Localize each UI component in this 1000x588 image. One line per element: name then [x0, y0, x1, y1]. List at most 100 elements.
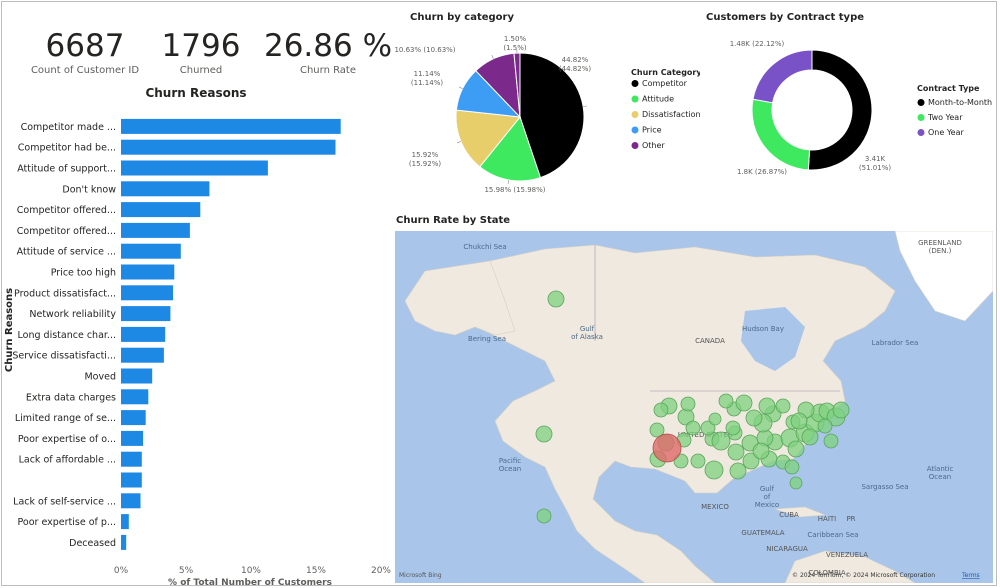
- bar[interactable]: [121, 264, 175, 280]
- bar[interactable]: [121, 285, 173, 301]
- state-bubble[interactable]: [775, 398, 791, 414]
- bar-category-label: Don't know: [62, 184, 116, 195]
- churn-category-pie-chart[interactable]: 44.82% (44.82%) 15.98% (15.98%) 15.92% (15.9…: [395, 24, 700, 204]
- bar-category-label: Competitor made ...: [21, 122, 116, 133]
- map-label-haiti: HAITI: [818, 515, 836, 523]
- state-bubble[interactable]: [789, 476, 803, 490]
- pie-slice[interactable]: [479, 115, 542, 182]
- state-bubble[interactable]: [704, 460, 724, 480]
- state-bubble[interactable]: [718, 393, 734, 409]
- bar-category-label: Price too high: [51, 268, 116, 279]
- donut-slice[interactable]: [751, 98, 811, 171]
- bar[interactable]: [121, 534, 127, 550]
- kpi-churned[interactable]: 1796 Churned: [136, 28, 266, 78]
- map-label-alaska-gulf: Gulf of Alaska: [571, 325, 603, 341]
- map-label-mexico: MEXICO: [701, 503, 729, 511]
- legend-item[interactable]: Two Year: [927, 113, 963, 122]
- contract-type-donut-chart[interactable]: 3.41K (51.01%) 1.8K (26.87%) 1.48K (22.12%)…: [700, 24, 996, 204]
- state-bubble[interactable]: [758, 397, 776, 415]
- state-bubble[interactable]: [649, 422, 665, 438]
- state-bubble[interactable]: [832, 401, 850, 419]
- legend-marker: [631, 111, 639, 118]
- bar-category-label: Poor expertise of p...: [18, 517, 116, 528]
- state-bubble-high-churn[interactable]: [652, 433, 682, 463]
- map-label-pacific: Pacific Ocean: [499, 457, 521, 473]
- pie-slice[interactable]: [455, 109, 521, 168]
- map-terms-link[interactable]: Terms: [961, 572, 980, 579]
- map-label-venezuela: VENEZUELA: [826, 551, 868, 559]
- legend-marker: [631, 126, 639, 134]
- legend-item[interactable]: Price: [642, 126, 662, 135]
- state-bubble[interactable]: [790, 412, 808, 430]
- legend-item[interactable]: Competitor: [642, 79, 688, 88]
- bar[interactable]: [121, 222, 190, 238]
- map-canvas[interactable]: GREENLAND (DEN.) CANADA UNITED STATES MEXICO…: [395, 231, 993, 583]
- churn-rate-map[interactable]: GREENLAND (DEN.) CANADA UNITED STATES MEXICO…: [395, 231, 993, 583]
- state-bubble[interactable]: [711, 431, 731, 451]
- state-bubble[interactable]: [547, 290, 565, 308]
- state-bubble[interactable]: [729, 462, 747, 480]
- bar[interactable]: [121, 347, 164, 363]
- state-bubble[interactable]: [787, 440, 805, 458]
- legend-item[interactable]: Attitude: [642, 95, 674, 104]
- state-bubble[interactable]: [708, 412, 722, 426]
- y-axis-label: Churn Reasons: [4, 288, 15, 372]
- legend-title: Contract Type: [917, 84, 980, 93]
- bar-category-label: Service dissatisfacti...: [12, 351, 116, 362]
- legend-item[interactable]: Month-to-Month: [928, 98, 992, 107]
- pie-data-label: 15.92% (15.92%): [409, 151, 441, 168]
- legend-item[interactable]: Dissatisfaction: [642, 110, 700, 119]
- bar-category-label: Competitor offered...: [17, 226, 116, 237]
- state-bubble[interactable]: [817, 418, 833, 434]
- bar[interactable]: [121, 368, 153, 384]
- bar[interactable]: [121, 181, 210, 197]
- state-bubble[interactable]: [727, 443, 745, 461]
- state-bubble[interactable]: [653, 402, 669, 418]
- bar[interactable]: [121, 160, 268, 176]
- legend-marker: [631, 142, 639, 149]
- bar[interactable]: [121, 202, 201, 218]
- state-bubble[interactable]: [784, 459, 800, 475]
- bar[interactable]: [121, 410, 146, 426]
- state-bubble[interactable]: [700, 420, 716, 436]
- state-bubble[interactable]: [535, 425, 553, 443]
- legend-item[interactable]: Other: [642, 141, 665, 150]
- state-bubble[interactable]: [725, 420, 741, 436]
- legend-marker: [631, 95, 639, 103]
- bar-category-label: Lack of self-service ...: [13, 496, 116, 507]
- pie-chart-title: Churn by category: [410, 12, 514, 23]
- bar[interactable]: [121, 118, 341, 134]
- bar[interactable]: [121, 389, 149, 405]
- donut-slice[interactable]: [807, 49, 873, 171]
- state-bubble[interactable]: [745, 409, 763, 427]
- donut-slice[interactable]: [752, 49, 813, 104]
- bar[interactable]: [121, 451, 142, 467]
- state-bubble[interactable]: [801, 428, 819, 446]
- bar-category-label: Competitor had be...: [18, 143, 116, 154]
- state-bubble[interactable]: [685, 420, 701, 436]
- state-bubble[interactable]: [680, 396, 696, 412]
- legend-item[interactable]: One Year: [928, 128, 964, 137]
- bar[interactable]: [121, 243, 181, 259]
- bing-logo: Microsoft Bing: [399, 572, 442, 579]
- map-label-labrador: Labrador Sea: [872, 339, 919, 347]
- state-bubble[interactable]: [752, 442, 770, 460]
- bar[interactable]: [121, 306, 171, 322]
- pie-leader-line: [583, 105, 588, 107]
- bar[interactable]: [121, 493, 141, 509]
- donut-legend: Contract Type Month-to-Month Two Year One Y…: [917, 84, 992, 137]
- state-bubble[interactable]: [735, 394, 753, 412]
- state-bubble[interactable]: [690, 453, 706, 469]
- kpi-churn-rate[interactable]: 26.86 % Churn Rate: [258, 28, 398, 78]
- kpi-customer-count[interactable]: 6687 Count of Customer ID: [20, 28, 150, 78]
- bar[interactable]: [121, 139, 336, 155]
- churn-reasons-bar-chart[interactable]: Competitor made ... Competitor had be... A…: [0, 100, 392, 588]
- state-bubble[interactable]: [536, 508, 552, 524]
- bar[interactable]: [121, 472, 142, 488]
- bar[interactable]: [121, 514, 129, 530]
- bar[interactable]: [121, 326, 166, 342]
- state-bubble[interactable]: [823, 433, 839, 449]
- state-bubble[interactable]: [742, 452, 760, 470]
- bar[interactable]: [121, 430, 144, 446]
